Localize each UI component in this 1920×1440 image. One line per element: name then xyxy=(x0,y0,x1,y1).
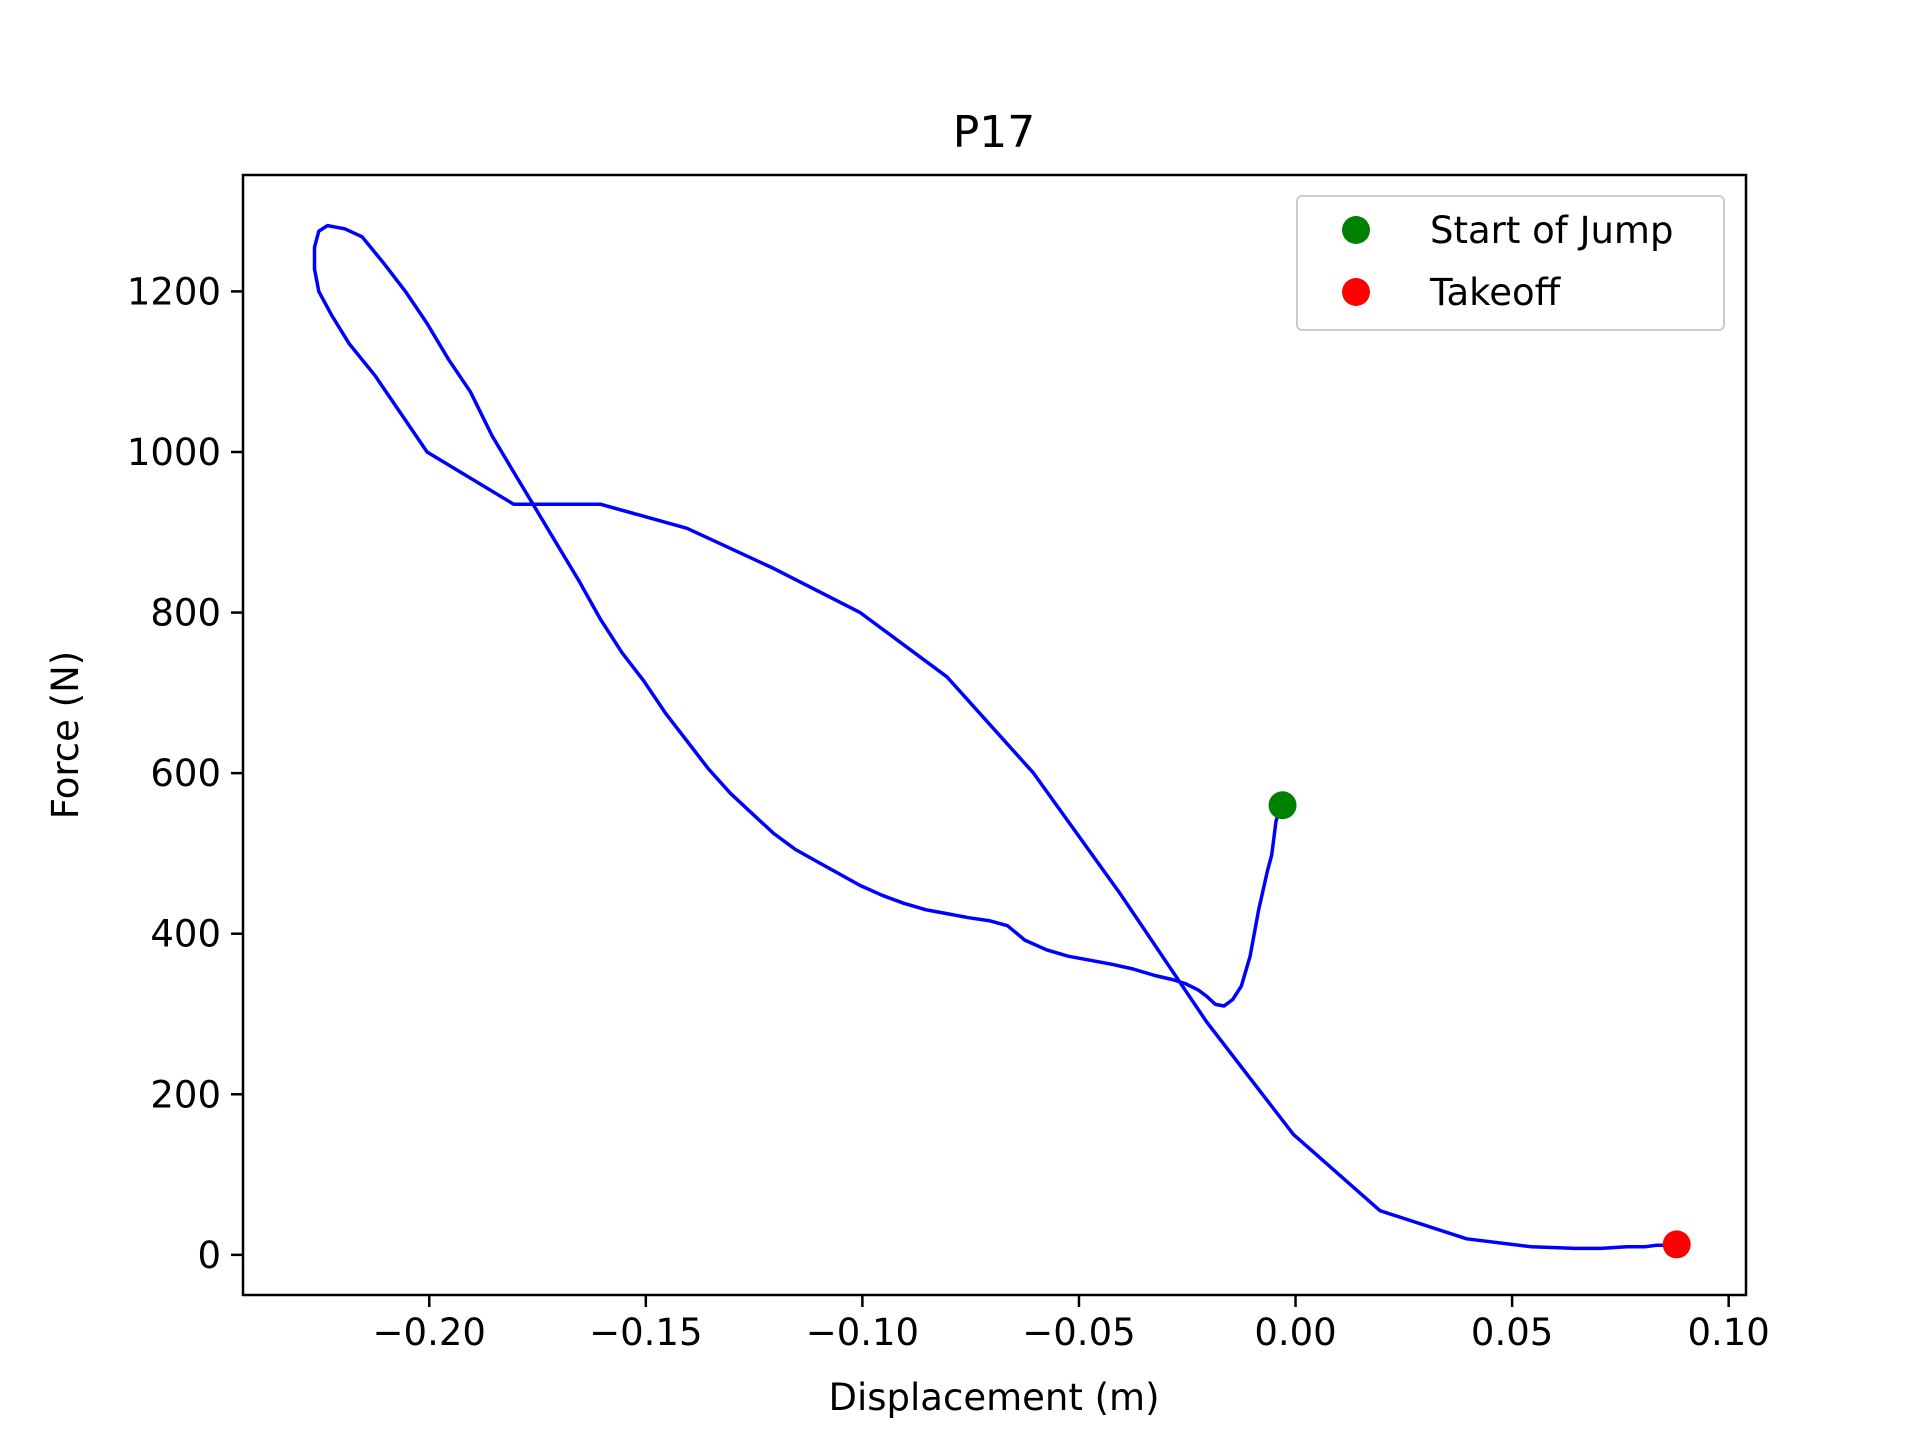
y-axis-label: Force (N) xyxy=(44,651,87,819)
chart-title: P17 xyxy=(953,107,1036,158)
series-line-0 xyxy=(312,223,1677,1251)
y-tick-label: 800 xyxy=(150,592,221,635)
legend: Start of Jump Takeoff xyxy=(1296,195,1725,331)
y-tick-label: 1000 xyxy=(127,431,221,474)
x-tick-label: −0.10 xyxy=(806,1311,919,1354)
plot-frame xyxy=(241,173,1748,1297)
x-axis-label: Displacement (m) xyxy=(828,1376,1159,1419)
x-axis: −0.20 −0.15 −0.10 −0.05 0.00 0.05 0.10 xyxy=(373,1295,1770,1354)
y-tick-label: 1200 xyxy=(127,270,221,313)
y-axis: 0 200 400 600 800 1000 1200 xyxy=(127,270,243,1277)
legend-marker-1 xyxy=(1342,278,1370,306)
legend-label-1: Takeoff xyxy=(1429,271,1562,314)
legend-box xyxy=(1296,195,1725,331)
x-tick-label: 0.00 xyxy=(1254,1311,1336,1354)
y-tick-label: 600 xyxy=(150,752,221,795)
y-tick-label: 0 xyxy=(197,1234,221,1277)
marker-0 xyxy=(1268,791,1297,820)
legend-marker-0 xyxy=(1342,216,1370,244)
legend-label-0: Start of Jump xyxy=(1430,209,1673,252)
marker-1 xyxy=(1662,1230,1691,1259)
x-tick-label: −0.05 xyxy=(1022,1311,1135,1354)
y-tick-label: 200 xyxy=(150,1073,221,1116)
x-tick-label: 0.05 xyxy=(1471,1311,1553,1354)
x-tick-label: −0.20 xyxy=(373,1311,486,1354)
x-tick-label: 0.10 xyxy=(1687,1311,1769,1354)
y-tick-label: 400 xyxy=(150,913,221,956)
x-tick-label: −0.15 xyxy=(589,1311,702,1354)
